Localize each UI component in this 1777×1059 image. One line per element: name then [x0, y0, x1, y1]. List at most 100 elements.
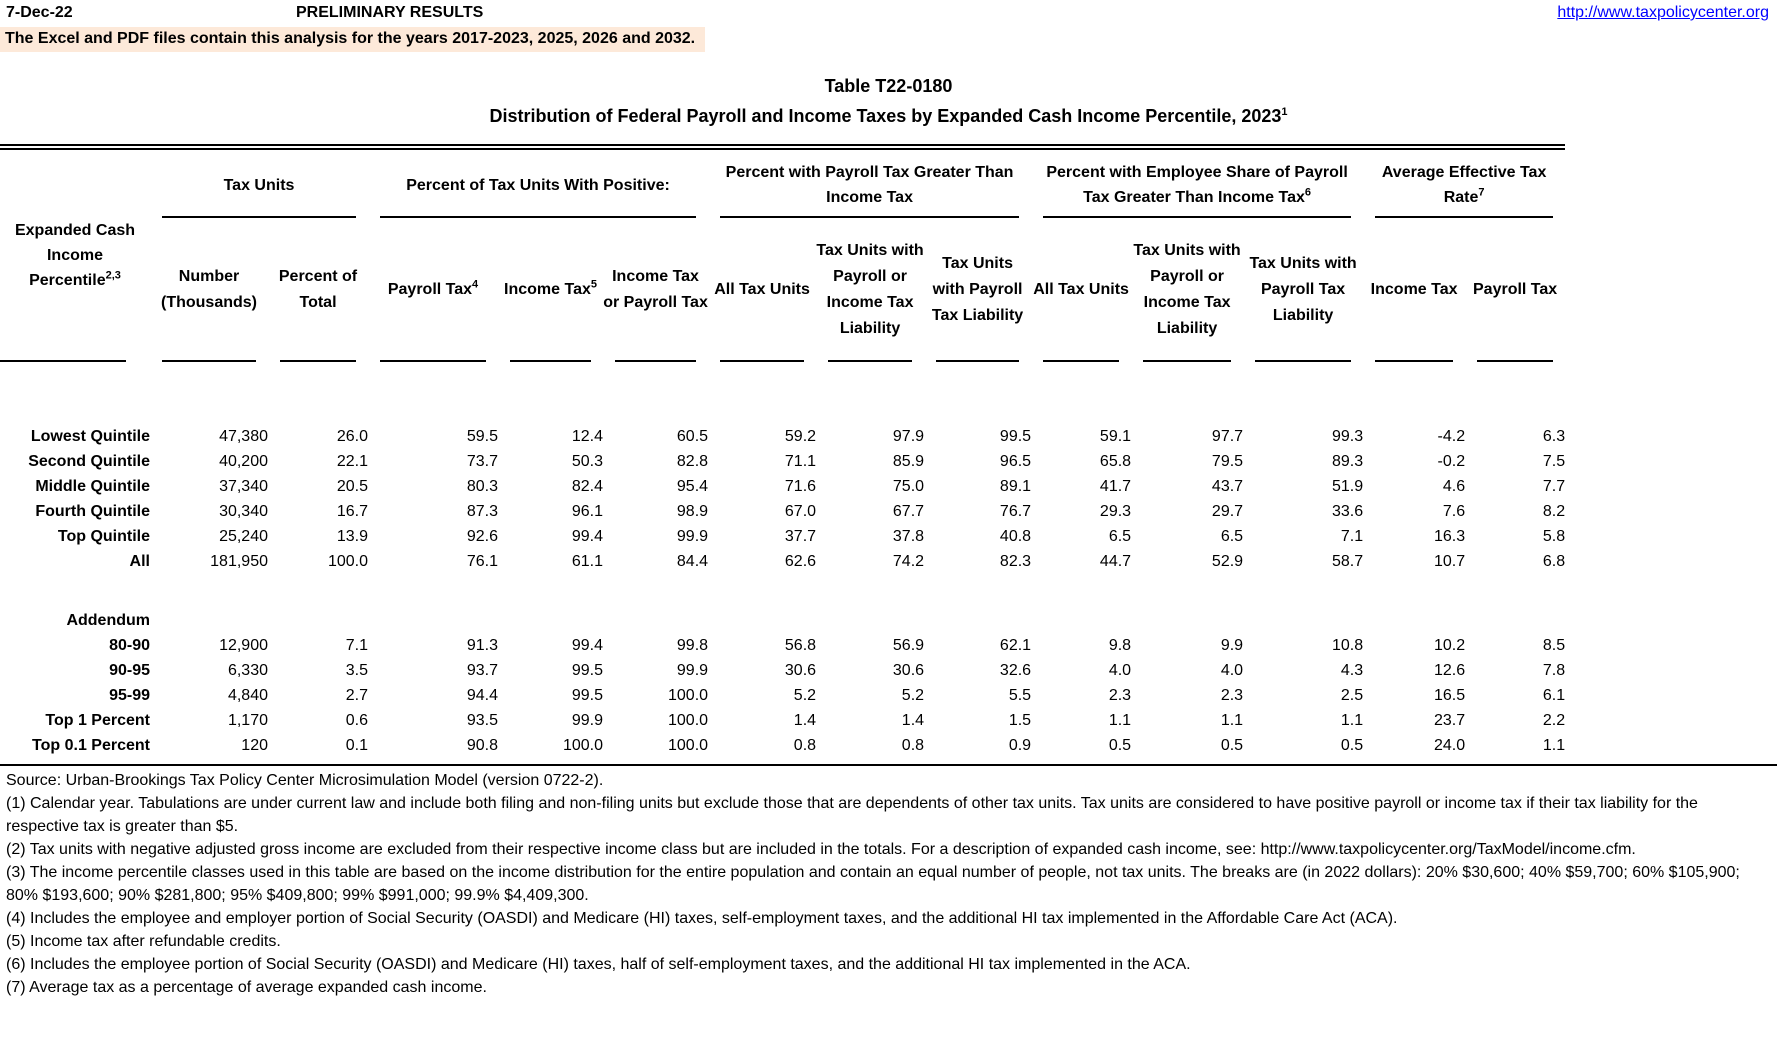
row-label: Top 1 Percent [45, 711, 150, 729]
column-header: Payroll Tax4 [368, 220, 498, 360]
value-cell: 0.5 [1220, 736, 1244, 754]
page: 7-Dec-22 PRELIMINARY RESULTS http://www.… [0, 4, 1777, 996]
column-underline [1255, 360, 1352, 362]
value-cell: 8.5 [1542, 636, 1566, 654]
column-header: Income Tax [1363, 220, 1465, 360]
value-cell: 1,170 [227, 711, 268, 729]
value-cell [1363, 608, 1465, 633]
value-cell: 1.4 [901, 711, 925, 729]
row-label: Lowest Quintile [30, 427, 150, 445]
header-underline-cell [603, 360, 708, 424]
value-cell: 89.1 [999, 477, 1032, 495]
header-underline-cell [816, 360, 924, 424]
column-underline [615, 360, 697, 362]
label-text: Payroll Tax [1473, 281, 1558, 298]
label-text: Tax Units [223, 176, 295, 194]
value-cell: 82.4 [571, 477, 604, 495]
value-cell: 60.5 [676, 427, 709, 445]
label-text: Tax Units with Payroll Tax Liability [1249, 255, 1357, 324]
value-cell: 1.1 [1108, 711, 1132, 729]
footnote-separator-rule [0, 764, 1777, 766]
value-cell: 67.0 [784, 502, 817, 520]
value-cell: 40,200 [219, 452, 268, 470]
footnote-ref: 5 [590, 278, 597, 291]
value-cell: 6.5 [1220, 527, 1244, 545]
value-cell: 84.4 [676, 552, 709, 570]
value-cell: 7.6 [1442, 502, 1466, 520]
taxpolicycenter-link[interactable]: http://www.taxpolicycenter.org [1557, 4, 1769, 21]
group-underline [162, 216, 357, 218]
value-cell: 4.0 [1220, 661, 1244, 679]
column-header: Percent of Total [268, 220, 368, 360]
date-label: 7-Dec-22 [6, 4, 73, 21]
value-cell: 33.6 [1331, 502, 1364, 520]
value-cell [603, 608, 708, 633]
value-cell: 79.5 [1211, 452, 1244, 470]
column-underline [936, 360, 1020, 362]
value-cell: 0.9 [1008, 736, 1032, 754]
column-group-header: Percent with Employee Share of Payroll T… [1031, 150, 1363, 220]
spacer-row [0, 574, 1565, 608]
value-cell: 12.4 [571, 427, 604, 445]
value-cell: 95.4 [676, 477, 709, 495]
value-cell: 0.8 [793, 736, 817, 754]
column-header: Number (Thousands) [150, 220, 268, 360]
value-cell: 82.3 [999, 552, 1032, 570]
footnote-line: (3) The income percentile classes used i… [6, 864, 1740, 904]
value-cell: 13.9 [336, 527, 369, 545]
column-underline [1375, 360, 1454, 362]
value-cell: 47,380 [219, 427, 268, 445]
value-cell [816, 608, 924, 633]
footnote-line: (2) Tax units with negative adjusted gro… [6, 841, 1636, 858]
row-header: Expanded Cash Income Percentile2,3 [0, 150, 150, 360]
column-underline [510, 360, 592, 362]
value-cell: 76.1 [466, 552, 499, 570]
value-cell: 25,240 [219, 527, 268, 545]
label-text: All Tax Units [1033, 281, 1129, 298]
label-text: Income Tax or Payroll Tax [603, 268, 708, 311]
value-cell: 2.7 [345, 686, 369, 704]
column-underline [380, 360, 487, 362]
value-cell: 1.5 [1008, 711, 1032, 729]
value-cell: 90.8 [466, 736, 499, 754]
value-cell [150, 608, 268, 633]
group-underline [720, 216, 1020, 218]
value-cell: 2.3 [1108, 686, 1132, 704]
table-title-text: Distribution of Federal Payroll and Inco… [489, 106, 1282, 126]
value-cell: 2.2 [1542, 711, 1566, 729]
label-text: Tax Units with Payroll or Income Tax Lia… [816, 242, 924, 337]
value-cell: 7.1 [345, 636, 369, 654]
label-text: All Tax Units [714, 281, 810, 298]
column-underline [1477, 360, 1554, 362]
distribution-table: Expanded Cash Income Percentile2,3 Tax Un… [0, 150, 1565, 758]
column-underline [1043, 360, 1120, 362]
header-underline-cell [498, 360, 603, 424]
group-underline [380, 216, 697, 218]
label-text: Income Tax [1370, 281, 1458, 298]
label-text: Tax Units with Payroll or Income Tax Lia… [1133, 242, 1241, 337]
value-cell: 99.8 [676, 636, 709, 654]
value-cell: 50.3 [571, 452, 604, 470]
row-label: 95-99 [109, 686, 150, 704]
value-cell: 100.0 [668, 736, 709, 754]
value-cell: -0.2 [1437, 452, 1466, 470]
value-cell: 75.0 [892, 477, 925, 495]
value-cell: 73.7 [466, 452, 499, 470]
value-cell: 37,340 [219, 477, 268, 495]
label-text: Percent with Payroll Tax Greater Than In… [725, 164, 1014, 206]
value-cell: 62.1 [999, 636, 1032, 654]
footnote-line: (6) Includes the employee portion of Soc… [6, 956, 1191, 973]
header-underline-cell [1031, 360, 1131, 424]
value-cell: 93.7 [466, 661, 499, 679]
value-cell: 16.5 [1433, 686, 1466, 704]
value-cell: 91.3 [466, 636, 499, 654]
source-line: Source: Urban-Brookings Tax Policy Cente… [6, 772, 604, 789]
value-cell: 59.2 [784, 427, 817, 445]
footnote-ref: 6 [1304, 186, 1311, 199]
value-cell: 43.7 [1211, 477, 1244, 495]
value-cell: 0.6 [345, 711, 369, 729]
value-cell: 96.5 [999, 452, 1032, 470]
column-header: Payroll Tax [1465, 220, 1565, 360]
value-cell: 56.9 [892, 636, 925, 654]
value-cell: 85.9 [892, 452, 925, 470]
